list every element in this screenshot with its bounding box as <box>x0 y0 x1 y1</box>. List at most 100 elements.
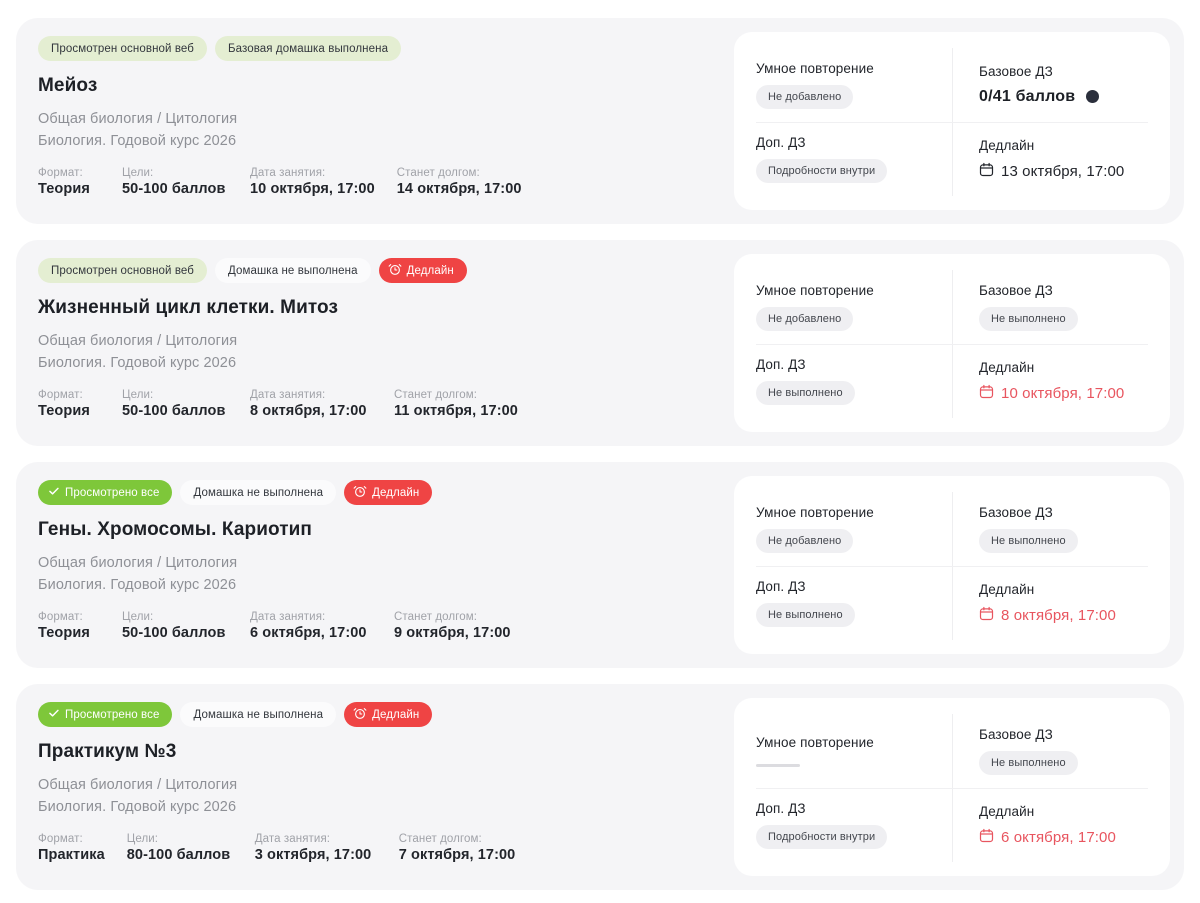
lesson-card[interactable]: Просмотрен основной веб Домашка не выполн… <box>16 240 1184 446</box>
base-hw-cell: Базовое ДЗ Не выполнено <box>952 270 1148 344</box>
lesson-status-badge[interactable]: Дедлайн <box>344 480 433 505</box>
base-hw-status-badge[interactable]: Не выполнено <box>979 750 1078 775</box>
meta-format-label: Формат: <box>38 388 83 401</box>
meta-goals-label: Цели: <box>122 610 154 623</box>
progress-row-bottom: Доп. ДЗ Не выполнено Дедлайн 8 октября, 17:… <box>756 566 1148 640</box>
meta-lesson-date: Дата занятия: 10 октября, 17:00 <box>250 167 375 197</box>
meta-lesson-date-value: 10 октября, 17:00 <box>250 180 375 197</box>
meta-lesson-date-label: Дата занятия: <box>254 832 331 845</box>
extra-hw-status-badge[interactable]: Не выполнено <box>756 381 855 406</box>
meta-goals-label: Цели: <box>126 832 159 845</box>
lesson-badge-row: Просмотрено все Домашка не выполнена Дедла… <box>38 480 714 505</box>
deadline-date-text: 6 октября, 17:00 <box>1001 828 1116 846</box>
base-hw-score: 0/41 баллов <box>979 88 1138 106</box>
extra-hw-label: Доп. ДЗ <box>756 357 806 373</box>
base-hw-cell: Базовое ДЗ 0/41 баллов <box>952 48 1148 122</box>
lesson-card-main: Просмотрено все Домашка не выполнена Дедла… <box>16 462 734 668</box>
lesson-card[interactable]: Просмотрено все Домашка не выполнена Дедла… <box>16 684 1184 890</box>
base-hw-label: Базовое ДЗ <box>979 726 1053 742</box>
meta-debt-date-label: Станет долгом: <box>398 832 482 845</box>
meta-format-value: Теория <box>38 624 90 641</box>
extra-hw-cell: Доп. ДЗ Подробности внутри <box>756 123 952 197</box>
base-hw-status-badge[interactable]: Не выполнено <box>979 528 1078 553</box>
meta-lesson-date: Дата занятия: 8 октября, 17:00 <box>250 389 372 419</box>
lesson-status-badge[interactable]: Базовая домашка выполнена <box>214 36 402 61</box>
lesson-course: Биология. Годовой курс 2026 <box>38 799 237 816</box>
lesson-meta-row: Формат: Теория Цели: 50-100 баллов Дата заня… <box>38 611 714 641</box>
lesson-status-badge-label: Просмотрен основной веб <box>51 42 194 55</box>
smart-repeat-status-badge[interactable]: Не добавлено <box>756 306 854 331</box>
alarm-icon <box>353 706 367 723</box>
lesson-meta-row: Формат: Практика Цели: 80-100 баллов Дата за… <box>38 833 714 863</box>
lesson-status-badge-label: Домашка не выполнена <box>193 486 324 499</box>
calendar-icon <box>979 162 994 181</box>
meta-format-value: Практика <box>38 846 105 863</box>
lesson-status-badge[interactable]: Дедлайн <box>344 702 433 727</box>
meta-goals-value: 50-100 баллов <box>122 624 226 641</box>
extra-hw-status-badge[interactable]: Подробности внутри <box>756 825 888 850</box>
meta-format-label: Формат: <box>38 166 83 179</box>
base-hw-label: Базовое ДЗ <box>979 504 1053 520</box>
calendar-icon <box>979 828 994 847</box>
check-icon <box>48 485 60 500</box>
lesson-subject: Общая биология / Цитология <box>38 776 238 793</box>
lesson-card-main: Просмотрен основной веб Базовая домашка в… <box>16 18 734 224</box>
smart-repeat-cell: Умное повторение Не добавлено <box>756 48 952 122</box>
progress-row-top: Умное повторение Не добавлено Базовое ДЗ Не… <box>756 492 1148 567</box>
lesson-title: Гены. Хромосомы. Кариотип <box>38 519 312 540</box>
base-hw-status-badge[interactable]: Не выполнено <box>979 306 1078 331</box>
lesson-status-badge[interactable]: Просмотрено все <box>38 702 173 727</box>
deadline-value: 10 октября, 17:00 <box>979 384 1138 403</box>
deadline-value: 6 октября, 17:00 <box>979 828 1138 847</box>
lesson-progress-panel: Умное повторение Не добавлено Базовое ДЗ Не… <box>734 476 1170 654</box>
lesson-status-badge-label: Домашка не выполнена <box>227 264 358 277</box>
lesson-card-side: Умное повторение Не добавлено Базовое ДЗ 0/… <box>734 18 1184 224</box>
meta-lesson-date-value: 8 октября, 17:00 <box>250 402 367 419</box>
lesson-status-badge[interactable]: Домашка не выполнена <box>214 258 371 283</box>
lesson-status-badge-label: Дедлайн <box>372 486 420 499</box>
progress-row-top: Умное повторение Базовое ДЗ Не выполнено <box>756 714 1148 789</box>
meta-format-value: Теория <box>38 180 90 197</box>
lesson-subject: Общая биология / Цитология <box>38 554 238 571</box>
lesson-status-badge[interactable]: Домашка не выполнена <box>180 702 337 727</box>
smart-repeat-status-badge[interactable]: Не добавлено <box>756 528 854 553</box>
deadline-label: Дедлайн <box>979 359 1035 375</box>
meta-debt-date-value: 14 октября, 17:00 <box>396 180 522 197</box>
meta-goals: Цели: 50-100 баллов <box>122 611 228 641</box>
lesson-card[interactable]: Просмотрен основной веб Базовая домашка в… <box>16 18 1184 224</box>
smart-repeat-cell: Умное повторение <box>756 714 952 788</box>
lesson-status-badge[interactable]: Просмотрено все <box>38 480 173 505</box>
lesson-status-badge[interactable]: Просмотрен основной веб <box>38 258 207 283</box>
smart-repeat-label: Умное повторение <box>756 734 874 750</box>
lesson-status-badge-label: Просмотрено все <box>65 486 160 499</box>
deadline-date-text: 10 октября, 17:00 <box>1001 384 1125 402</box>
meta-lesson-date-label: Дата занятия: <box>250 166 326 179</box>
meta-goals-value: 50-100 баллов <box>122 180 226 197</box>
lesson-status-badge[interactable]: Дедлайн <box>378 258 467 283</box>
meta-goals-value: 80-100 баллов <box>126 846 231 863</box>
lesson-badge-row: Просмотрен основной веб Базовая домашка в… <box>38 36 714 61</box>
meta-goals: Цели: 80-100 баллов <box>127 833 233 863</box>
lesson-progress-panel: Умное повторение Не добавлено Базовое ДЗ 0/… <box>734 32 1170 210</box>
lesson-title: Мейоз <box>38 75 98 96</box>
extra-hw-status-badge[interactable]: Подробности внутри <box>756 159 888 184</box>
lesson-status-badge[interactable]: Просмотрен основной веб <box>38 36 207 61</box>
lesson-card[interactable]: Просмотрено все Домашка не выполнена Дедла… <box>16 462 1184 668</box>
meta-format: Формат: Теория <box>38 167 100 197</box>
meta-debt-date-label: Станет долгом: <box>396 166 480 179</box>
lesson-status-badge[interactable]: Домашка не выполнена <box>180 480 337 505</box>
meta-format: Формат: Теория <box>38 611 100 641</box>
lesson-course: Биология. Годовой курс 2026 <box>38 355 237 372</box>
meta-debt-date-value: 11 октября, 17:00 <box>394 402 518 419</box>
deadline-label: Дедлайн <box>979 581 1035 597</box>
smart-repeat-status-badge[interactable]: Не добавлено <box>756 84 854 109</box>
meta-lesson-date: Дата занятия: 6 октября, 17:00 <box>250 611 372 641</box>
meta-format-label: Формат: <box>38 610 83 623</box>
lesson-card-main: Просмотрено все Домашка не выполнена Дедла… <box>16 684 734 890</box>
deadline-label: Дедлайн <box>979 803 1035 819</box>
meta-format: Формат: Теория <box>38 389 100 419</box>
progress-row-top: Умное повторение Не добавлено Базовое ДЗ 0/… <box>756 48 1148 123</box>
meta-goals-label: Цели: <box>122 388 154 401</box>
meta-debt-date-label: Станет долгом: <box>394 388 478 401</box>
extra-hw-status-badge[interactable]: Не выполнено <box>756 603 855 628</box>
